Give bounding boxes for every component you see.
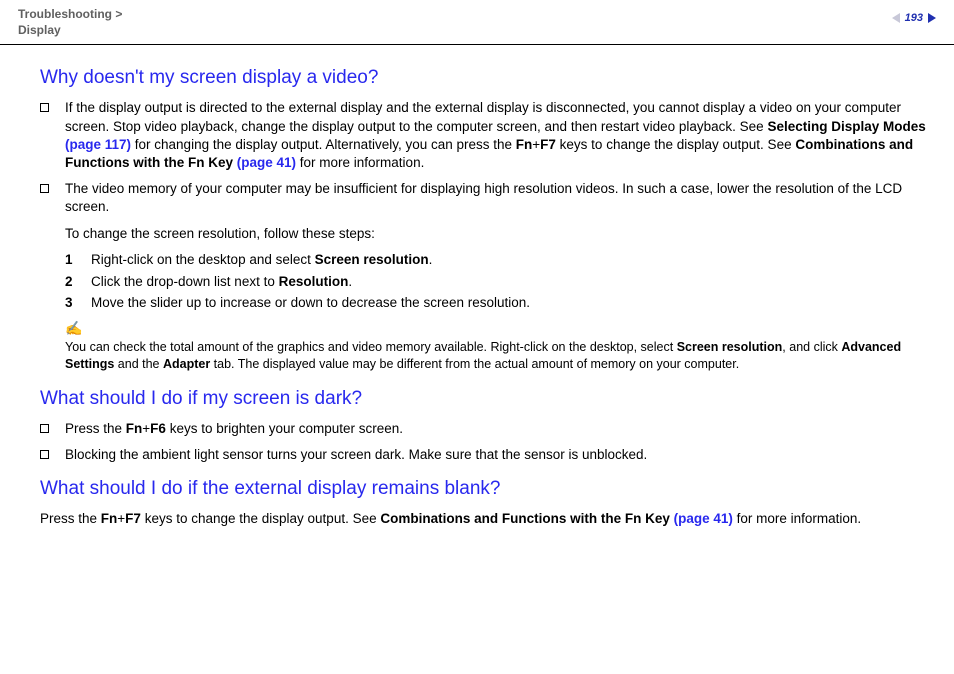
- bold-term: Resolution: [279, 274, 349, 289]
- text: +: [142, 421, 150, 436]
- step-number: 3: [65, 292, 77, 314]
- bullet-icon: [40, 424, 49, 433]
- key-f7: F7: [125, 511, 141, 526]
- text: , and click: [782, 340, 841, 354]
- q1-bullet-2: The video memory of your computer may be…: [40, 180, 932, 216]
- text: for changing the display output. Alterna…: [131, 137, 516, 152]
- prev-page-icon[interactable]: [892, 13, 900, 23]
- key-fn: Fn: [126, 421, 143, 436]
- text: Press the: [65, 421, 126, 436]
- key-f6: F6: [150, 421, 166, 436]
- heading-q1: Why doesn't my screen display a video?: [40, 67, 932, 89]
- text: .: [429, 252, 433, 267]
- text: You can check the total amount of the gr…: [65, 340, 677, 354]
- text: keys to brighten your computer screen.: [166, 421, 403, 436]
- step-text: Click the drop-down list next to Resolut…: [91, 271, 352, 293]
- q1-bullet-2-text: The video memory of your computer may be…: [65, 180, 932, 216]
- q2-bullet-2: Blocking the ambient light sensor turns …: [40, 446, 932, 464]
- bullet-icon: [40, 184, 49, 193]
- next-page-icon[interactable]: [928, 13, 936, 23]
- step-number: 2: [65, 271, 77, 293]
- text: keys to change the display output. See: [141, 511, 380, 526]
- q1-note: You can check the total amount of the gr…: [65, 339, 932, 374]
- text: Click the drop-down list next to: [91, 274, 279, 289]
- page-link[interactable]: (page 117): [65, 137, 131, 152]
- text: tab. The displayed value may be differen…: [210, 357, 739, 371]
- q1-bullet-1-text: If the display output is directed to the…: [65, 99, 932, 172]
- ref-text: Selecting Display Modes: [767, 119, 925, 134]
- bullet-icon: [40, 103, 49, 112]
- text: +: [117, 511, 125, 526]
- bold-term: Screen resolution: [677, 340, 783, 354]
- text: for more information.: [296, 155, 424, 170]
- page-header: Troubleshooting > Display 193: [0, 0, 954, 40]
- heading-q3: What should I do if the external display…: [40, 478, 932, 500]
- heading-q2: What should I do if my screen is dark?: [40, 388, 932, 410]
- q3-paragraph: Press the Fn+F7 keys to change the displ…: [40, 510, 932, 528]
- page-number: 193: [904, 12, 924, 24]
- breadcrumb: Troubleshooting > Display: [18, 6, 122, 38]
- ref-text: Combinations and Functions with the Fn K…: [380, 511, 673, 526]
- text: Right-click on the desktop and select: [91, 252, 315, 267]
- page-link[interactable]: (page 41): [237, 155, 296, 170]
- step-3: 3 Move the slider up to increase or down …: [65, 292, 932, 314]
- bold-term: Adapter: [163, 357, 210, 371]
- page-link[interactable]: (page 41): [674, 511, 733, 526]
- key-fn: Fn: [516, 137, 533, 152]
- breadcrumb-line1: Troubleshooting >: [18, 7, 122, 21]
- key-f7: F7: [540, 137, 556, 152]
- page-number-nav: 193: [892, 12, 936, 24]
- key-fn: Fn: [101, 511, 118, 526]
- text: keys to change the display output. See: [556, 137, 795, 152]
- text: +: [532, 137, 540, 152]
- bold-term: Screen resolution: [315, 252, 429, 267]
- step-number: 1: [65, 249, 77, 271]
- step-1: 1 Right-click on the desktop and select S…: [65, 249, 932, 271]
- q2-bullet-1-text: Press the Fn+F6 keys to brighten your co…: [65, 420, 932, 438]
- q1-substeps-intro: To change the screen resolution, follow …: [65, 225, 932, 243]
- q1-bullet-1: If the display output is directed to the…: [40, 99, 932, 172]
- page-content: Why doesn't my screen display a video? I…: [0, 45, 954, 538]
- q2-bullet-2-text: Blocking the ambient light sensor turns …: [65, 446, 932, 464]
- text: and the: [114, 357, 163, 371]
- note-icon: ✍: [65, 320, 932, 337]
- step-2: 2 Click the drop-down list next to Resolu…: [65, 271, 932, 293]
- q1-steps: 1 Right-click on the desktop and select S…: [65, 249, 932, 314]
- text: Press the: [40, 511, 101, 526]
- step-text: Right-click on the desktop and select Sc…: [91, 249, 432, 271]
- text: .: [348, 274, 352, 289]
- bullet-icon: [40, 450, 49, 459]
- breadcrumb-line2: Display: [18, 23, 61, 37]
- q2-bullet-1: Press the Fn+F6 keys to brighten your co…: [40, 420, 932, 438]
- step-text: Move the slider up to increase or down t…: [91, 292, 530, 314]
- text: for more information.: [733, 511, 861, 526]
